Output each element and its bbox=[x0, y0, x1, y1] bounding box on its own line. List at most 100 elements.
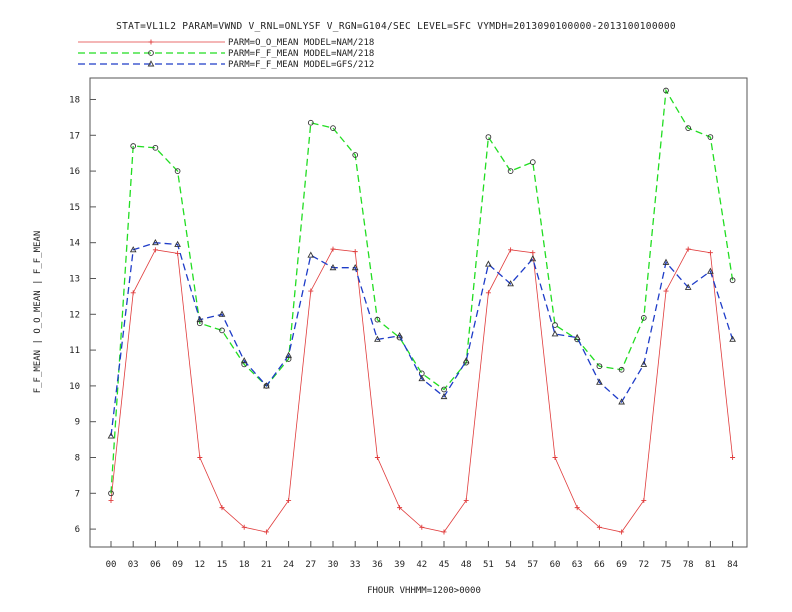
series-0-point-3 bbox=[175, 250, 181, 256]
series-0-point-24 bbox=[641, 497, 647, 503]
y-tick-label-5: 11 bbox=[69, 346, 80, 356]
series-1-point-23 bbox=[618, 366, 625, 373]
x-tick-label-18: 54 bbox=[505, 560, 516, 570]
y-tick-label-2: 8 bbox=[75, 453, 80, 463]
x-tick-label-1: 03 bbox=[128, 560, 139, 570]
series-0-point-7 bbox=[263, 529, 269, 535]
series-1-point-26 bbox=[685, 125, 692, 131]
legend-label-1: PARM=F_F_MEAN MODEL=NAM/218 bbox=[228, 49, 374, 59]
x-tick-label-10: 30 bbox=[328, 560, 339, 570]
series-2-point-18 bbox=[507, 280, 514, 287]
series-1-point-18 bbox=[507, 168, 514, 174]
x-tick-label-13: 39 bbox=[394, 560, 405, 570]
series-2-point-3 bbox=[174, 240, 181, 247]
y-axis-label: F_F_MEAN | O_O_MEAN | F_F_MEAN bbox=[33, 231, 43, 394]
series-0-point-10 bbox=[330, 246, 336, 252]
series-0-point-4 bbox=[197, 454, 203, 460]
series-2-point-1 bbox=[129, 246, 137, 253]
series-0-point-27 bbox=[707, 250, 713, 256]
series-0-point-16 bbox=[463, 497, 469, 503]
legend-marker-1 bbox=[148, 50, 154, 56]
x-tick-label-15: 45 bbox=[439, 560, 450, 570]
x-tick-label-4: 12 bbox=[194, 560, 205, 570]
x-tick-label-11: 33 bbox=[350, 560, 361, 570]
series-0-point-1 bbox=[130, 290, 136, 296]
y-axis: 6 7 8 9 10 11 12 13 14 15 16 17 18 bbox=[69, 95, 96, 535]
x-axis-label: FHOUR VHHMM=1200>0000 bbox=[367, 586, 481, 596]
x-tick-label-20: 60 bbox=[550, 560, 561, 570]
series-2-point-15 bbox=[440, 392, 448, 400]
series-2-point-25 bbox=[662, 258, 670, 265]
x-tick-label-2: 06 bbox=[150, 560, 161, 570]
series-0-point-0 bbox=[108, 497, 114, 503]
series-2-point-26 bbox=[684, 283, 692, 290]
series-2-point-2 bbox=[152, 238, 159, 246]
series-2-point-24 bbox=[640, 360, 648, 367]
series-0-point-19 bbox=[530, 250, 536, 256]
series-0-point-28 bbox=[730, 454, 736, 460]
y-tick-label-1: 7 bbox=[75, 489, 80, 499]
legend-label-2: PARM=F_F_MEAN MODEL=GFS/212 bbox=[228, 60, 374, 70]
series-0-point-21 bbox=[574, 505, 580, 511]
series-1-point-25 bbox=[663, 87, 669, 94]
series-1 bbox=[108, 87, 736, 497]
series-2 bbox=[107, 238, 736, 439]
x-tick-label-26: 78 bbox=[683, 560, 694, 570]
series-0-point-23 bbox=[619, 529, 625, 535]
y-tick-label-9: 15 bbox=[69, 203, 80, 213]
series-0-point-18 bbox=[508, 247, 514, 253]
series-2-point-10 bbox=[329, 264, 337, 271]
series-2-point-7 bbox=[263, 382, 270, 389]
series-1-point-28 bbox=[729, 277, 736, 284]
series-1-point-24 bbox=[640, 315, 647, 321]
series-1-point-2 bbox=[152, 144, 159, 151]
x-tick-label-27: 81 bbox=[705, 560, 716, 570]
x-tick-label-0: 00 bbox=[106, 560, 117, 570]
series-1-point-3 bbox=[174, 168, 181, 174]
series-2-point-16 bbox=[462, 357, 470, 364]
plot-frame bbox=[89, 77, 748, 548]
x-tick-label-24: 72 bbox=[638, 560, 649, 570]
series-2-point-17 bbox=[485, 260, 492, 267]
y-tick-label-7: 13 bbox=[69, 274, 80, 284]
series-1-point-20 bbox=[552, 322, 558, 328]
series-0-point-2 bbox=[152, 247, 158, 253]
series-2-point-28 bbox=[729, 335, 736, 342]
series-2-point-8 bbox=[285, 351, 292, 358]
legend-label-0: PARM=O_O_MEAN MODEL=NAM/218 bbox=[228, 38, 374, 48]
y-tick-label-3: 9 bbox=[75, 418, 80, 428]
series-1-point-9 bbox=[307, 119, 314, 126]
series-line-0 bbox=[110, 248, 733, 533]
x-tick-label-3: 09 bbox=[172, 560, 183, 570]
series-layer bbox=[107, 87, 736, 535]
x-tick-label-22: 66 bbox=[594, 560, 605, 570]
x-tick-label-7: 21 bbox=[261, 560, 272, 570]
x-tick-label-8: 24 bbox=[283, 560, 294, 570]
series-line-2 bbox=[110, 242, 734, 437]
x-tick-label-23: 69 bbox=[616, 560, 627, 570]
series-0-point-20 bbox=[552, 454, 558, 460]
series-1-point-10 bbox=[330, 125, 336, 131]
series-line-1 bbox=[110, 88, 734, 494]
series-0-point-5 bbox=[219, 505, 225, 511]
series-2-point-23 bbox=[618, 398, 625, 405]
x-axis: 00 03 06 09 12 15 18 21 24 27 30 33 36 39 42 45 48 51 54 57… bbox=[106, 541, 738, 570]
x-tick-label-14: 42 bbox=[416, 560, 427, 570]
y-tick-label-11: 17 bbox=[69, 131, 80, 141]
series-1-point-11 bbox=[352, 152, 359, 158]
series-0-point-11 bbox=[352, 249, 358, 255]
x-tick-label-6: 18 bbox=[239, 560, 250, 570]
x-tick-label-25: 75 bbox=[661, 560, 672, 570]
series-0-point-13 bbox=[397, 505, 403, 511]
series-1-point-12 bbox=[374, 316, 381, 323]
series-1-point-4 bbox=[196, 320, 203, 327]
x-tick-label-16: 48 bbox=[461, 560, 472, 570]
series-2-point-9 bbox=[307, 251, 315, 258]
series-2-point-19 bbox=[529, 255, 537, 262]
y-tick-label-0: 6 bbox=[75, 525, 80, 535]
y-tick-label-12: 18 bbox=[69, 95, 80, 105]
series-0-point-6 bbox=[241, 524, 247, 530]
series-2-point-27 bbox=[707, 267, 714, 274]
series-0-point-25 bbox=[663, 288, 669, 294]
y-tick-label-8: 14 bbox=[69, 239, 80, 249]
